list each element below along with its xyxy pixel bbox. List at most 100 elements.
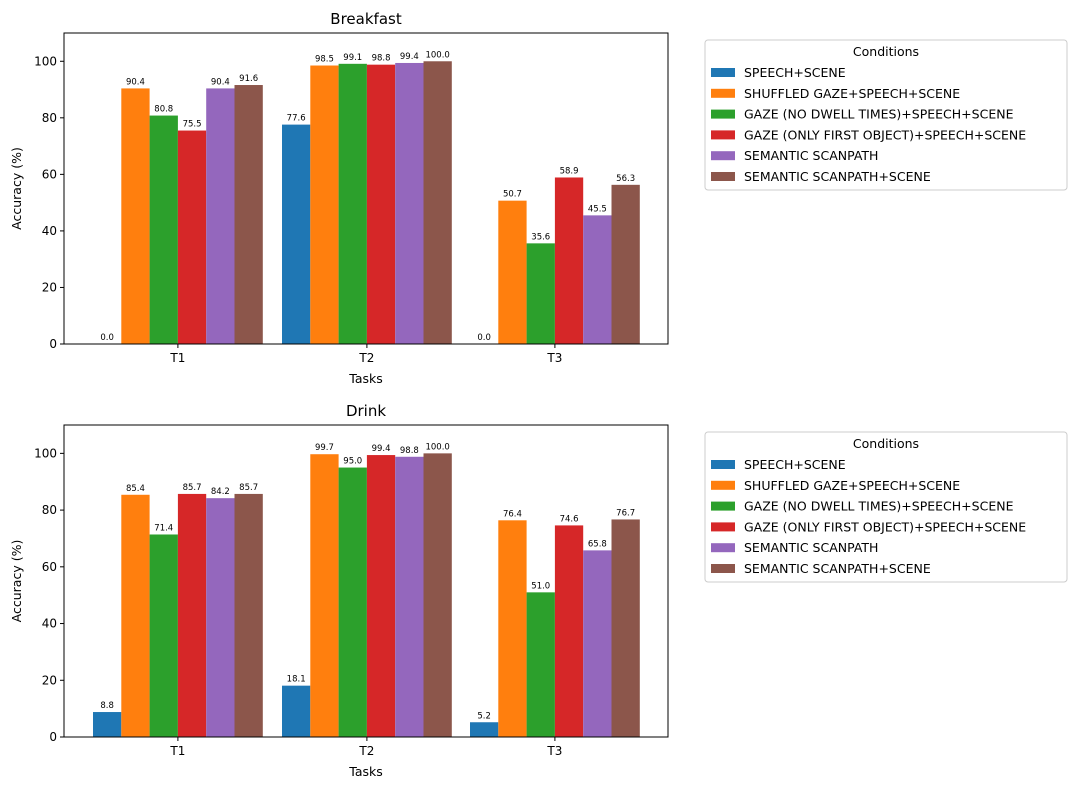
bar-t3-series-3: [526, 243, 555, 344]
bar-value-label: 98.5: [315, 55, 334, 65]
legend-entry: SEMANTIC SCANPATH: [744, 148, 878, 163]
plot-frame: [63, 424, 669, 738]
bar-value-label: 80.8: [154, 105, 173, 115]
legend-box: [704, 431, 1068, 583]
y-tick-label: 100: [34, 446, 57, 460]
x-tick-label: T3: [546, 744, 562, 758]
y-tick-label: 80: [42, 111, 57, 125]
x-tick-label: T2: [358, 744, 374, 758]
legend-swatch: [711, 501, 735, 511]
bar-value-label: 77.6: [287, 114, 306, 124]
bar-t1-series-4: [177, 130, 207, 344]
bar-t3-series-3: [526, 592, 555, 737]
x-tick-label: T2: [358, 351, 374, 365]
bar-t2-series-4: [366, 455, 396, 737]
bar-value-label: 98.8: [372, 54, 391, 64]
legend-entry: GAZE (ONLY FIRST OBJECT)+SPEECH+SCENE: [744, 519, 1026, 534]
bar-value-label: 85.7: [239, 483, 258, 493]
y-tick-label: 60: [42, 560, 57, 574]
bar-t1-series-5: [206, 498, 235, 737]
legend: Conditions SPEECH+SCENE SHUFFLED GAZE+SPEE…: [704, 39, 1068, 191]
bar-value-label: 45.5: [588, 204, 607, 214]
y-axis-label: Accuracy (%): [9, 540, 24, 623]
bar-value-label: 95.0: [343, 457, 362, 467]
legend-swatch: [711, 522, 735, 532]
y-tick-label: 20: [42, 673, 57, 687]
legend-swatch: [711, 109, 735, 119]
bar-value-label: 0.0: [477, 333, 491, 343]
legend-entry: SEMANTIC SCANPATH+SCENE: [744, 561, 931, 576]
legend-entry: SPEECH+SCENE: [744, 457, 846, 472]
bar-value-label: 99.1: [343, 53, 362, 63]
legend-box: [704, 39, 1068, 191]
y-tick-label: 40: [42, 617, 57, 631]
bar-t3-series-5: [583, 550, 612, 737]
legend-swatch: [711, 460, 735, 469]
bar-t3-series-2: [498, 200, 527, 344]
legend-entry: SEMANTIC SCANPATH: [744, 540, 878, 555]
legend-title: Conditions: [853, 44, 919, 59]
bar-t2-series-3: [338, 467, 367, 737]
x-tick-label: T1: [169, 744, 185, 758]
bar-t2-series-6: [423, 453, 452, 737]
plot-frame: [63, 32, 669, 345]
legend-swatch: [711, 151, 735, 161]
bar-value-label: 8.8: [100, 701, 114, 711]
x-axis-label: Tasks: [348, 764, 383, 779]
bar-value-label: 91.6: [239, 74, 258, 84]
bar-t1-series-3: [149, 534, 178, 737]
bar-value-label: 18.1: [287, 675, 306, 685]
bar-t3-series-6: [611, 184, 640, 344]
legend-entry: SHUFFLED GAZE+SPEECH+SCENE: [744, 86, 960, 101]
legend-swatch: [711, 564, 735, 573]
bar-t1-series-6: [234, 493, 263, 737]
legend-entry: SHUFFLED GAZE+SPEECH+SCENE: [744, 478, 960, 493]
bar-t1-series-6: [234, 85, 263, 344]
bar-t2-series-1: [282, 685, 311, 737]
bar-value-label: 71.4: [154, 523, 173, 533]
bar-value-label: 65.8: [588, 539, 607, 549]
bar-value-label: 100.0: [425, 50, 449, 60]
legend-title: Conditions: [853, 436, 919, 451]
bar-value-label: 99.7: [315, 443, 334, 453]
bar-value-label: 5.2: [477, 711, 491, 721]
legend-swatch: [711, 68, 735, 77]
bar-t1-series-3: [149, 115, 178, 344]
y-tick-label: 0: [49, 730, 57, 744]
bar-t2-series-1: [282, 124, 311, 344]
bar-value-label: 0.0: [100, 333, 114, 343]
bar-value-label: 35.6: [531, 232, 550, 242]
legend-entry: GAZE (NO DWELL TIMES)+SPEECH+SCENE: [744, 499, 1014, 514]
chart-panel-1: Breakfast 0.0 77.6 0.0 90.4 98.5 50.7 80.8 99.1 3…: [9, 10, 1068, 386]
bar-value-label: 99.4: [372, 444, 391, 454]
y-tick-label: 20: [42, 280, 57, 294]
bar-t3-series-4: [554, 177, 584, 344]
x-axis-label: Tasks: [348, 371, 383, 386]
bar-t1-series-4: [177, 493, 207, 737]
bar-value-label: 85.4: [126, 484, 145, 494]
bar-value-label: 100.0: [425, 442, 449, 452]
bar-t2-series-4: [366, 64, 396, 344]
legend-entry: GAZE (ONLY FIRST OBJECT)+SPEECH+SCENE: [744, 127, 1026, 142]
bar-t3-series-5: [583, 215, 612, 344]
bar-t2-series-2: [310, 65, 339, 344]
y-tick-label: 0: [49, 337, 57, 351]
chart-title: Breakfast: [330, 10, 402, 28]
y-tick-label: 100: [34, 54, 57, 68]
bar-t1-series-5: [206, 88, 235, 344]
legend-swatch: [711, 172, 735, 181]
bar-t1-series-2: [121, 88, 150, 344]
bar-value-label: 74.6: [560, 514, 579, 524]
legend-entry: GAZE (NO DWELL TIMES)+SPEECH+SCENE: [744, 107, 1014, 122]
bar-t3-series-4: [554, 525, 584, 737]
bar-value-label: 50.7: [503, 190, 522, 200]
legend-swatch: [711, 88, 735, 98]
y-axis-label: Accuracy (%): [9, 147, 24, 230]
y-tick-label: 80: [42, 503, 57, 517]
legend-swatch: [711, 480, 735, 490]
bar-value-label: 51.0: [531, 581, 550, 591]
y-tick-label: 60: [42, 167, 57, 181]
bar-value-label: 76.7: [616, 508, 635, 518]
bar-t2-series-5: [395, 62, 424, 345]
